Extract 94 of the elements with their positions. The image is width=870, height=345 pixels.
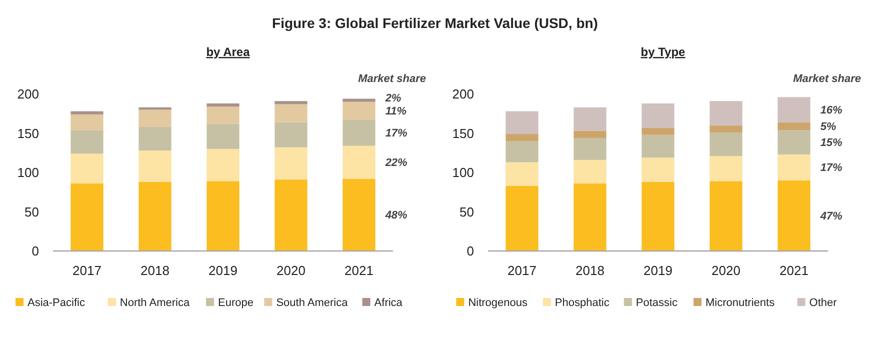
- legend-label: South America: [276, 297, 349, 309]
- y-tick-label: 0: [466, 244, 474, 259]
- y-tick-label: 200: [17, 86, 39, 102]
- bar: [710, 101, 742, 126]
- bar: [206, 124, 240, 149]
- bar: [206, 106, 240, 124]
- bar: [342, 120, 376, 146]
- bar: [274, 101, 308, 104]
- bar: [342, 178, 376, 251]
- bar: [274, 147, 308, 180]
- bar: [710, 125, 742, 132]
- y-tick-label: 200: [452, 86, 474, 102]
- text: Market share: [358, 73, 426, 85]
- legend-label: Potassic: [636, 297, 678, 309]
- bar: [642, 134, 674, 158]
- bar: [506, 141, 538, 162]
- x-tick-label: 2017: [508, 263, 536, 278]
- text: Market share: [793, 73, 861, 85]
- bar: [70, 183, 104, 251]
- bar: [70, 111, 104, 114]
- bar: [70, 154, 104, 184]
- bar: [70, 114, 104, 130]
- bar: [206, 148, 240, 182]
- bar: [138, 126, 172, 151]
- legend-label: North America: [120, 297, 190, 309]
- bar: [642, 103, 674, 128]
- bar: [206, 103, 240, 107]
- bar: [138, 182, 172, 251]
- annotation: 16%: [820, 104, 843, 117]
- bar: [642, 182, 674, 251]
- bar: [138, 150, 172, 182]
- bar: [778, 97, 810, 122]
- annotation: 17%: [385, 128, 408, 140]
- chart-subtitle: by Area: [206, 45, 250, 59]
- bar: [506, 186, 538, 251]
- bar: [506, 134, 538, 142]
- x-tick-label: 2021: [344, 263, 374, 278]
- x-tick-label: 2018: [140, 263, 170, 278]
- bar: [274, 104, 308, 122]
- bar: [574, 107, 606, 131]
- bar: [710, 181, 742, 251]
- legend-label: Asia-Pacific: [28, 297, 86, 309]
- bar: [642, 128, 674, 135]
- bar: [778, 154, 810, 180]
- annotation: 48%: [384, 210, 408, 222]
- legend-label: Europe: [218, 297, 254, 309]
- bar: [138, 110, 172, 127]
- bar: [778, 130, 810, 154]
- bar: [342, 102, 376, 120]
- chart-subtitle: by Type: [640, 45, 686, 59]
- bar: [342, 146, 376, 179]
- bar: [710, 132, 742, 156]
- x-tick-label: 2019: [208, 263, 238, 278]
- x-tick-label: 2019: [644, 263, 672, 278]
- legend-label: Phosphatic: [554, 297, 610, 309]
- text: Figure 3: Global Fertilizer Market Value (USD, bn): [272, 15, 598, 31]
- bar: [778, 122, 810, 130]
- bar: [274, 122, 308, 148]
- y-tick-label: 50: [24, 204, 39, 220]
- bar: [778, 180, 810, 251]
- bar: [642, 158, 674, 182]
- x-tick-label: 2018: [576, 263, 604, 278]
- bar: [506, 162, 538, 186]
- y-tick-label: 0: [32, 244, 39, 259]
- x-tick-label: 2020: [276, 263, 306, 278]
- annotation: 22%: [384, 157, 408, 170]
- x-tick-label: 2021: [780, 263, 808, 278]
- x-tick-label: 2020: [712, 263, 740, 278]
- legend-label: Micronutrients: [706, 297, 776, 309]
- y-tick-label: 150: [452, 126, 474, 141]
- bar: [506, 111, 538, 134]
- legend-label: Africa: [374, 297, 404, 309]
- bar: [710, 156, 742, 182]
- annotation: 15%: [820, 137, 843, 150]
- annotation: 5%: [820, 121, 836, 134]
- bar: [574, 138, 606, 160]
- bar: [206, 181, 240, 251]
- y-tick-label: 100: [17, 165, 39, 180]
- bar: [274, 180, 308, 251]
- annotation: 2%: [384, 92, 402, 105]
- bar: [70, 130, 104, 154]
- y-tick-label: 150: [17, 126, 39, 141]
- bar: [574, 130, 606, 138]
- bar: [342, 98, 376, 102]
- legend-label: Nitrogenous: [468, 297, 528, 309]
- legend-label: Other: [809, 297, 838, 309]
- bar: [574, 160, 606, 184]
- annotation: 47%: [819, 210, 843, 223]
- annotation: 17%: [820, 162, 843, 174]
- y-tick-label: 50: [460, 204, 474, 220]
- x-tick-label: 2017: [72, 263, 102, 278]
- y-tick-label: 100: [452, 165, 474, 180]
- bar: [574, 183, 606, 251]
- annotation: 11%: [385, 106, 407, 118]
